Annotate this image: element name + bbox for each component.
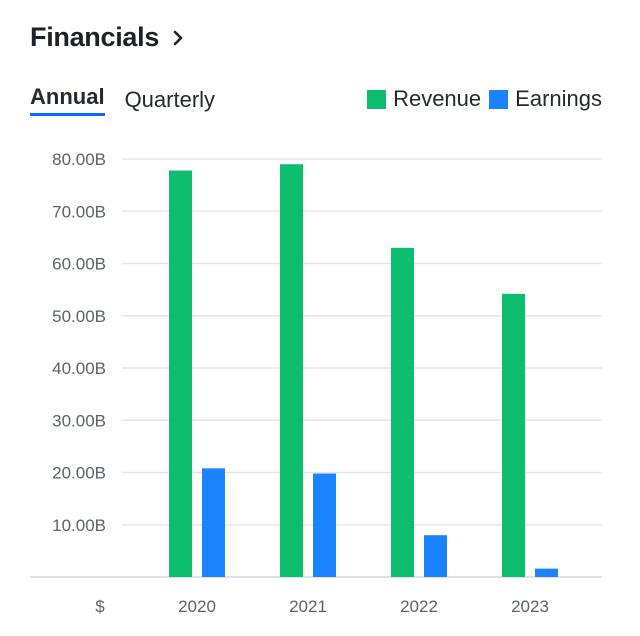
- bar-revenue-2023: [502, 293, 525, 577]
- bar-revenue-2020: [169, 170, 192, 577]
- x-tick-label: 2023: [511, 597, 549, 616]
- bar-revenue-2021: [280, 164, 303, 577]
- y-tick-label: 70.00B: [52, 202, 106, 221]
- y-tick-label: 40.00B: [52, 359, 106, 378]
- legend-label-earnings: Earnings: [515, 86, 602, 111]
- bar-earnings-2020: [202, 468, 225, 577]
- chart-legend: Revenue Earnings: [367, 86, 602, 112]
- y-tick-label: 60.00B: [52, 255, 106, 274]
- tab-quarterly[interactable]: Quarterly: [124, 87, 216, 112]
- y-axis-label: $: [95, 597, 105, 616]
- period-tabs: Annual Quarterly: [30, 84, 215, 116]
- tab-annual[interactable]: Annual: [30, 84, 105, 116]
- bar-earnings-2021: [313, 473, 336, 577]
- x-tick-label: 2020: [178, 597, 216, 616]
- y-tick-label: 20.00B: [52, 464, 106, 483]
- bar-earnings-2022: [424, 535, 447, 577]
- y-tick-label: 30.00B: [52, 411, 106, 430]
- section-title: Financials: [30, 22, 160, 52]
- x-tick-label: 2022: [400, 597, 438, 616]
- legend-item-earnings: Earnings: [489, 86, 602, 112]
- chevron-right-icon: [173, 30, 183, 45]
- y-tick-label: 10.00B: [52, 516, 106, 535]
- earnings-swatch: [489, 89, 509, 109]
- x-tick-label: 2021: [289, 597, 327, 616]
- financials-bar-chart: 80.00B 70.00B 60.00B 50.00B 40.00B 30.00B 20.0…: [30, 150, 602, 616]
- y-tick-label: 50.00B: [52, 307, 106, 326]
- financials-header-link[interactable]: Financials: [30, 22, 187, 53]
- legend-item-revenue: Revenue: [367, 86, 481, 112]
- revenue-swatch: [367, 89, 387, 109]
- y-tick-label: 80.00B: [52, 150, 106, 169]
- bar-earnings-2023: [535, 568, 558, 577]
- legend-label-revenue: Revenue: [393, 86, 482, 111]
- bar-revenue-2022: [391, 247, 414, 577]
